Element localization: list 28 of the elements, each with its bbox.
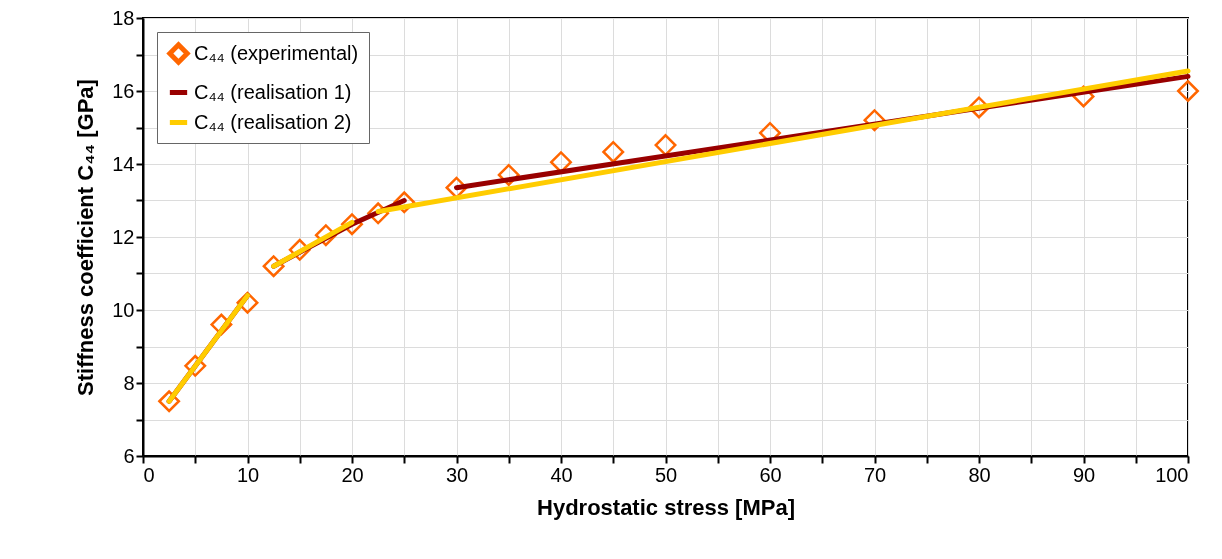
y-tick-label: 6 xyxy=(123,444,135,467)
point xyxy=(262,255,285,278)
point xyxy=(1177,80,1199,102)
x-tick-label: 80 xyxy=(968,463,991,486)
x-tick-label: 40 xyxy=(550,463,573,486)
y-tick-label: 8 xyxy=(123,371,135,394)
x-tick-label: 70 xyxy=(863,463,887,486)
y-tick-label: 18 xyxy=(112,6,135,29)
x-tick-label: 100 xyxy=(1155,463,1189,486)
y-tick-label: 12 xyxy=(112,225,135,248)
y-axis-title: Stiffness coefficient C₄₄ [GPa] xyxy=(73,79,99,396)
legend-label: C₄₄ (realisation 2) xyxy=(194,110,352,133)
x-tick-label: 20 xyxy=(341,463,364,486)
point xyxy=(654,134,677,157)
x-tick-label: 60 xyxy=(759,463,782,486)
y-tick-label: 16 xyxy=(112,79,135,102)
legend-label: C₄₄ (realisation 1) xyxy=(194,80,352,103)
x-tick-label: 0 xyxy=(143,463,155,486)
x-axis-title: Hydrostatic stress [MPa] xyxy=(537,494,795,520)
point xyxy=(602,140,625,163)
legend-label: C₄₄ (experimental) xyxy=(194,41,359,64)
y-tick-label: 14 xyxy=(112,152,135,175)
x-tick-label: 30 xyxy=(445,463,469,486)
x-tick-label: 90 xyxy=(1072,463,1096,486)
point xyxy=(158,390,181,413)
x-tick-label: 10 xyxy=(236,463,260,486)
y-tick-label: 10 xyxy=(112,298,135,321)
x-tick-label: 50 xyxy=(654,463,678,486)
